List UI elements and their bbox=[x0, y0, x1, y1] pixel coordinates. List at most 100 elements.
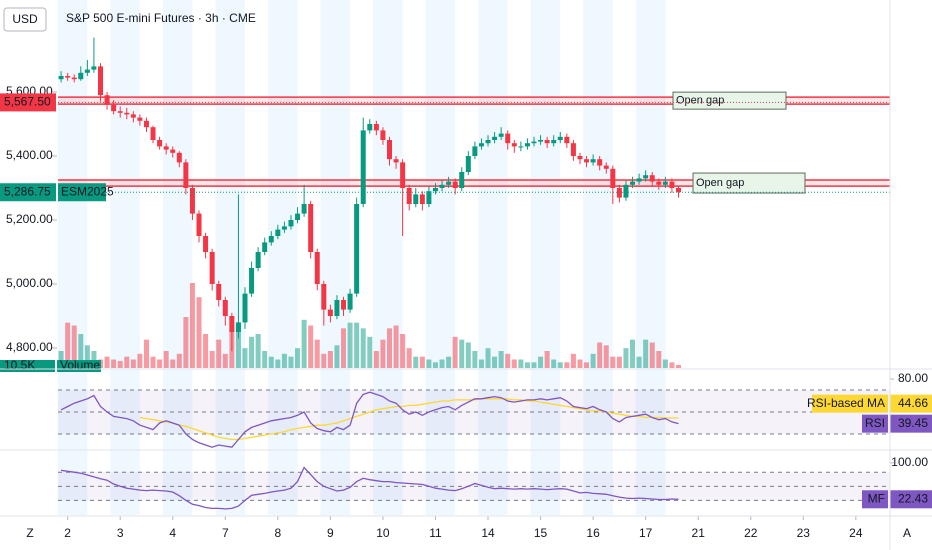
volume-bar bbox=[557, 362, 563, 368]
candle-body bbox=[163, 146, 169, 150]
y-tick-label: 5,200.00 bbox=[6, 212, 53, 226]
volume-bar bbox=[288, 356, 294, 368]
candle-body bbox=[413, 194, 419, 204]
volume-bar bbox=[505, 353, 511, 368]
volume-bar bbox=[360, 328, 366, 368]
session-band bbox=[425, 0, 456, 515]
price-label: 5,567.50 bbox=[4, 95, 51, 109]
candle-body bbox=[255, 252, 261, 268]
rsi-line bbox=[60, 391, 679, 448]
volume-bar bbox=[465, 342, 471, 368]
candle-body bbox=[544, 140, 550, 144]
candle-body bbox=[446, 181, 452, 185]
volume-bar bbox=[518, 359, 524, 368]
session-band bbox=[215, 0, 245, 515]
candle-body bbox=[281, 226, 287, 230]
volume-bar bbox=[544, 351, 550, 368]
currency-box[interactable] bbox=[3, 7, 47, 32]
candle-body bbox=[610, 168, 616, 188]
gap-zone bbox=[58, 97, 890, 105]
candle-body bbox=[203, 236, 209, 252]
indicator-value-box bbox=[890, 394, 932, 413]
volume-bar bbox=[656, 351, 662, 368]
volume-bar bbox=[150, 356, 156, 368]
volume-bar bbox=[393, 325, 399, 368]
candle-body bbox=[603, 165, 609, 169]
volume-bar bbox=[314, 339, 320, 368]
volume-label: 10.5K bbox=[4, 358, 35, 372]
volume-bar bbox=[222, 353, 228, 368]
mf-line bbox=[61, 466, 679, 510]
volume-bar bbox=[472, 351, 478, 368]
x-tick-label: 7 bbox=[222, 526, 229, 540]
candle-body bbox=[636, 178, 642, 182]
session-band bbox=[478, 0, 508, 515]
x-tick-label: 23 bbox=[797, 526, 811, 540]
volume-bar bbox=[498, 351, 504, 368]
y-tick-label: 4,800.00 bbox=[6, 340, 53, 354]
candle-body bbox=[124, 112, 130, 115]
footer-left[interactable]: Z bbox=[26, 526, 33, 540]
candle-body bbox=[347, 293, 353, 310]
y-tick-label: 5,000.00 bbox=[6, 276, 53, 290]
candle-body bbox=[229, 316, 235, 332]
session-band bbox=[320, 0, 351, 515]
volume-bar bbox=[432, 362, 438, 368]
volume-bar bbox=[301, 319, 307, 368]
indicator-name: MF bbox=[868, 491, 885, 505]
price-label: 5,286.75 bbox=[4, 184, 51, 198]
candle-body bbox=[78, 72, 84, 80]
volume-bar bbox=[124, 356, 130, 368]
x-tick-label: 8 bbox=[274, 526, 281, 540]
y-tick-label: 100.00 bbox=[891, 455, 928, 469]
candle-body bbox=[400, 162, 406, 188]
volume-name: Volume bbox=[60, 358, 100, 372]
volume-bar bbox=[649, 342, 655, 368]
volume-bar bbox=[426, 359, 432, 368]
x-tick-label: 17 bbox=[639, 526, 653, 540]
candle-body bbox=[222, 300, 228, 316]
volume-bar bbox=[400, 334, 406, 368]
x-tick-label: 16 bbox=[586, 526, 600, 540]
indicator-name: RSI-based MA bbox=[807, 396, 885, 410]
candle-body bbox=[426, 191, 432, 204]
session-band bbox=[583, 0, 613, 515]
candle-body bbox=[130, 114, 136, 118]
price-tag: ESM2025 bbox=[61, 184, 114, 198]
candle-body bbox=[249, 268, 255, 294]
y-tick-label: 5,400.00 bbox=[6, 148, 53, 162]
candle-body bbox=[314, 252, 320, 284]
volume-bar bbox=[373, 351, 379, 368]
volume-bar bbox=[610, 356, 616, 368]
volume-bar bbox=[327, 351, 333, 368]
candle-body bbox=[341, 300, 347, 310]
candle-body bbox=[183, 162, 189, 188]
volume-bar bbox=[538, 356, 544, 368]
session-band bbox=[373, 0, 403, 515]
candle-body bbox=[584, 159, 590, 163]
candle-body bbox=[380, 130, 386, 140]
volume-bar bbox=[334, 345, 340, 368]
volume-bar bbox=[676, 365, 682, 368]
footer-right[interactable]: A bbox=[903, 526, 911, 540]
volume-bar bbox=[308, 325, 314, 368]
candle-body bbox=[327, 309, 333, 316]
candle-body bbox=[295, 213, 301, 220]
candle-body bbox=[262, 242, 268, 252]
volume-bar bbox=[564, 362, 570, 368]
currency[interactable]: USD bbox=[12, 12, 38, 26]
volume-bar bbox=[551, 359, 557, 368]
candle-body bbox=[465, 156, 471, 172]
volume-bar bbox=[439, 359, 445, 368]
volume-bar bbox=[413, 356, 419, 368]
candle-body bbox=[354, 204, 360, 294]
candle-body bbox=[137, 117, 143, 121]
candle-body bbox=[209, 252, 215, 284]
volume-bar bbox=[570, 353, 576, 368]
volume-bar bbox=[386, 328, 392, 368]
indicator-value-box bbox=[890, 414, 932, 433]
volume-bar bbox=[255, 334, 261, 368]
indicator-name-box bbox=[862, 414, 888, 433]
